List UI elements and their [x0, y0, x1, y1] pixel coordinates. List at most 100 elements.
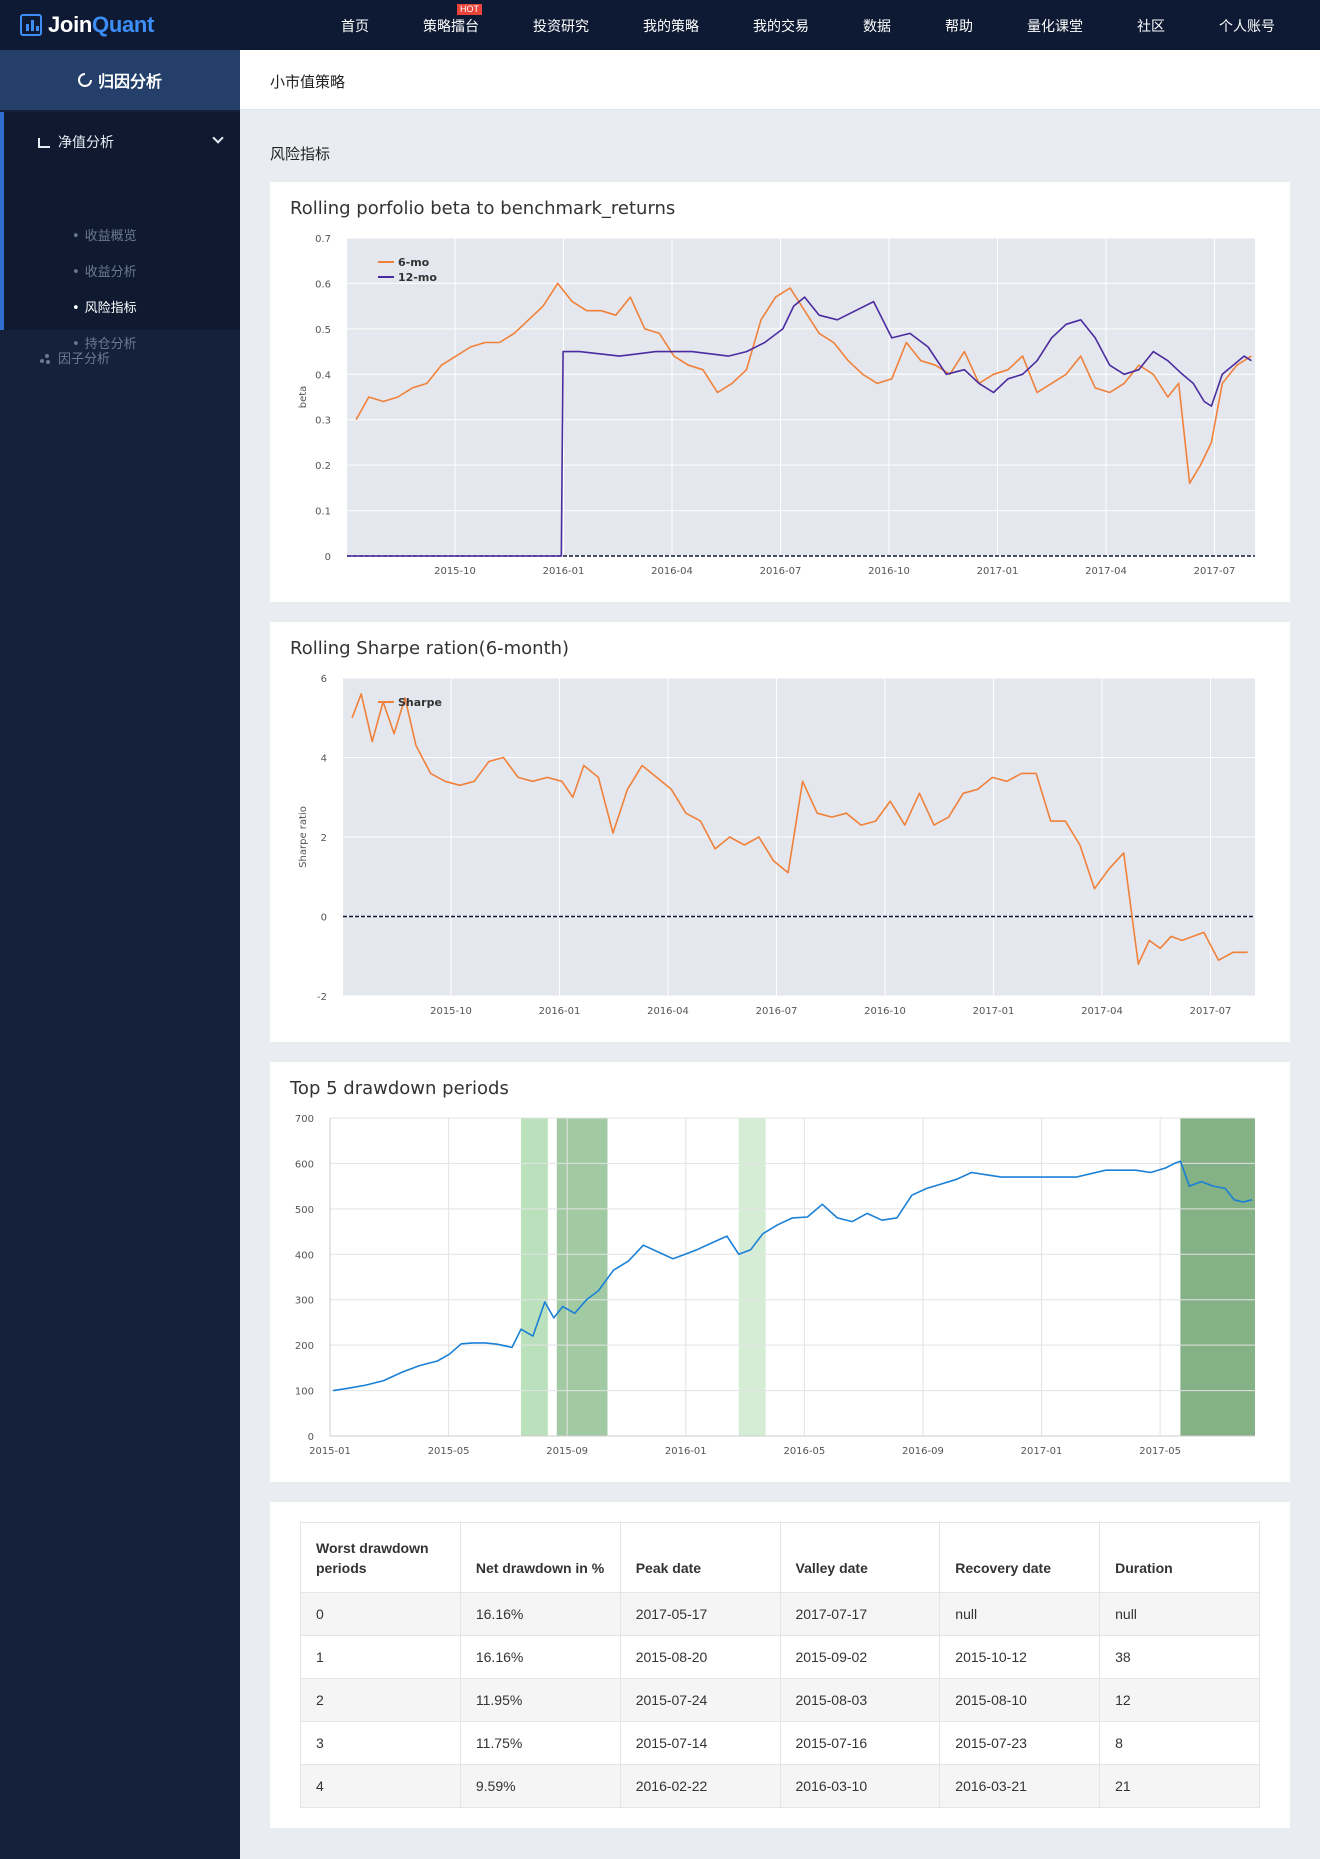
x-tick-label: 2016-09	[902, 1446, 944, 1457]
y-tick-label: 700	[295, 1114, 314, 1125]
x-tick-label: 2017-01	[1021, 1446, 1063, 1457]
x-tick-label: 2015-10	[434, 566, 476, 577]
table-header: Duration	[1099, 1522, 1260, 1593]
table-row: 2 11.95% 2015-07-24 2015-08-03 2015-08-10 12	[300, 1678, 1260, 1722]
legend-label: Sharpe	[398, 696, 442, 709]
y-tick-label: 500	[295, 1205, 314, 1216]
table-header: Peak date	[619, 1522, 781, 1593]
x-tick-label: 2016-04	[647, 1006, 689, 1017]
sharpe-chart-card: Rolling Sharpe ration(6-month) -2 0 2 4 6 201…	[270, 622, 1290, 1042]
x-tick-label: 2016-07	[760, 566, 802, 577]
table-cell: 38	[1099, 1635, 1260, 1679]
sidebar-header[interactable]: 归因分析	[0, 50, 240, 110]
sidebar-item-holdings-analysis[interactable]: 持仓分析	[72, 333, 137, 352]
top-navbar: JoinQuant 首页 策略擂台 HOT 投资研究 我的策略 我的交易 数据 帮…	[0, 0, 1320, 50]
y-tick-label: 0.1	[315, 507, 331, 518]
sidebar-group-title[interactable]: 净值分析	[38, 132, 114, 152]
chart-title: Rolling Sharpe ration(6-month)	[290, 638, 570, 659]
area-chart-icon	[38, 138, 50, 148]
table-cell: 2016-03-10	[779, 1764, 941, 1808]
table-cell: 16.16%	[459, 1635, 621, 1679]
drawdown-table: Worst drawdown periods Net drawdown in %…	[300, 1522, 1260, 1808]
drawdown-chart-card: Top 5 drawdown periods 0 100 200 300 400 500 6…	[270, 1062, 1290, 1482]
sidebar-item-return-analysis[interactable]: 收益分析	[72, 261, 137, 280]
table-cell: 2015-08-20	[619, 1635, 781, 1679]
drawdown-shade	[738, 1118, 766, 1436]
table-cell: 2015-07-14	[619, 1721, 781, 1765]
table-cell: 2	[300, 1678, 461, 1722]
table-header-row: Worst drawdown periods Net drawdown in %…	[300, 1522, 1260, 1593]
sidebar-item-factor-analysis[interactable]: 因子分析	[40, 348, 110, 367]
table-cell: 2015-07-24	[619, 1678, 781, 1722]
y-tick-label: 0.3	[315, 416, 331, 427]
brand-name: JoinQuant	[48, 12, 155, 37]
nav-quant-class[interactable]: 量化课堂	[1027, 19, 1083, 35]
y-tick-label: 6	[321, 674, 327, 685]
nav-my-strategies[interactable]: 我的策略	[643, 19, 699, 35]
table-cell: 21	[1099, 1764, 1260, 1808]
y-tick-label: 0.4	[315, 370, 331, 381]
nav-strategy-arena[interactable]: 策略擂台 HOT	[423, 4, 482, 36]
x-tick-label: 2016-01	[665, 1446, 707, 1457]
x-tick-label: 2017-04	[1085, 566, 1127, 577]
table-cell: 8	[1099, 1721, 1260, 1765]
sidebar-item-return-overview[interactable]: 收益概览	[72, 225, 137, 244]
table-cell: 2017-07-17	[779, 1592, 941, 1636]
y-tick-label: 200	[295, 1341, 314, 1352]
nav-home[interactable]: 首页	[341, 19, 369, 35]
table-header: Recovery date	[939, 1522, 1101, 1593]
drawdown-chart: 0 100 200 300 400 500 600 700 2015-01 2015-05 2015…	[295, 1114, 1255, 1457]
sidebar-item-risk-metrics[interactable]: 风险指标	[72, 297, 137, 316]
drawdown-shade	[1180, 1118, 1255, 1436]
x-tick-label: 2016-01	[543, 566, 585, 577]
table-header: Net drawdown in %	[459, 1522, 621, 1593]
y-tick-label: 4	[321, 754, 327, 765]
y-tick-label: 2	[321, 833, 327, 844]
table-cell: 2015-07-16	[779, 1721, 941, 1765]
nav-help[interactable]: 帮助	[945, 19, 973, 35]
chevron-down-icon[interactable]	[212, 132, 224, 144]
series-line	[347, 296, 1252, 557]
nav-my-trades[interactable]: 我的交易	[753, 19, 809, 35]
x-tick-label: 2017-01	[973, 1006, 1015, 1017]
nav-community[interactable]: 社区	[1137, 19, 1165, 35]
page-title: 小市值策略	[270, 73, 346, 91]
x-tick-label: 2017-05	[1139, 1446, 1181, 1457]
table-cell: 2015-08-10	[939, 1678, 1101, 1722]
sidebar-header-label: 归因分析	[97, 72, 162, 91]
nav-data[interactable]: 数据	[863, 19, 891, 35]
table-cell: 9.59%	[459, 1764, 621, 1808]
beta-chart-card: Rolling porfolio beta to benchmark_retur…	[270, 182, 1290, 602]
series-line	[332, 1160, 1253, 1392]
beta-chart: 0 0.1 0.2 0.3 0.4 0.5 0.6 0.7 2015-10 2016-01 2016…	[298, 234, 1255, 577]
y-tick-label: 0	[321, 913, 327, 924]
table-cell: 2015-09-02	[779, 1635, 941, 1679]
nav-research[interactable]: 投资研究	[533, 19, 589, 35]
table-cell: 3	[300, 1721, 461, 1765]
legend-label: 12-mo	[398, 271, 437, 284]
x-tick-label: 2016-10	[864, 1006, 906, 1017]
x-tick-label: 2017-07	[1194, 566, 1236, 577]
y-tick-label: 400	[295, 1250, 314, 1261]
drawdown-shade	[520, 1118, 548, 1436]
y-tick-label: 100	[295, 1387, 314, 1398]
x-tick-label: 2016-05	[783, 1446, 825, 1457]
chart-title: Top 5 drawdown periods	[290, 1078, 509, 1099]
x-tick-label: 2015-01	[309, 1446, 351, 1457]
table-cell: null	[939, 1592, 1101, 1636]
chart-title: Rolling porfolio beta to benchmark_retur…	[290, 198, 676, 219]
table-cell: 11.95%	[459, 1678, 621, 1722]
x-tick-label: 2015-05	[428, 1446, 470, 1457]
factor-icon	[40, 354, 50, 364]
table-cell: 16.16%	[459, 1592, 621, 1636]
brand-logo[interactable]: JoinQuant	[20, 10, 154, 40]
drawdown-shade	[556, 1118, 608, 1436]
y-tick-label: 0	[325, 552, 331, 563]
nav-account[interactable]: 个人账号	[1219, 19, 1275, 35]
table-row: 0 16.16% 2017-05-17 2017-07-17 null null	[300, 1592, 1260, 1636]
table-cell: 2015-10-12	[939, 1635, 1101, 1679]
sidebar: 归因分析 净值分析 收益概览 收益分析 风险指标 持仓分析 因子分析	[0, 50, 240, 1859]
sidebar-group-nav-analysis: 净值分析 收益概览 收益分析 风险指标 持仓分析	[0, 112, 240, 352]
series-line	[351, 693, 1248, 966]
table-cell: 0	[300, 1592, 461, 1636]
